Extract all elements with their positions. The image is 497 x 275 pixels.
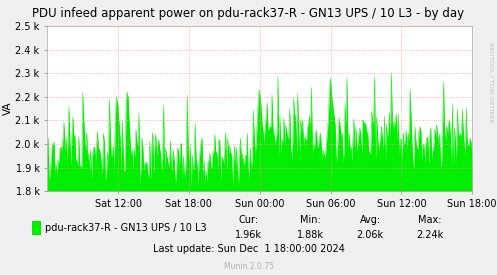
- Text: 2.06k: 2.06k: [357, 230, 384, 240]
- Text: Munin 2.0.75: Munin 2.0.75: [224, 262, 273, 271]
- Y-axis label: VA: VA: [2, 102, 12, 116]
- Text: RRDTOOL / TOBI OETIKER: RRDTOOL / TOBI OETIKER: [489, 42, 494, 123]
- Text: Min:: Min:: [300, 215, 321, 225]
- Text: PDU infeed apparent power on pdu-rack37-R - GN13 UPS / 10 L3 - by day: PDU infeed apparent power on pdu-rack37-…: [32, 7, 465, 20]
- Text: 1.88k: 1.88k: [297, 230, 324, 240]
- Text: Avg:: Avg:: [360, 215, 381, 225]
- Text: Cur:: Cur:: [239, 215, 258, 225]
- Text: Max:: Max:: [418, 215, 442, 225]
- Text: Last update: Sun Dec  1 18:00:00 2024: Last update: Sun Dec 1 18:00:00 2024: [153, 244, 344, 254]
- Text: 2.24k: 2.24k: [416, 230, 443, 240]
- Text: pdu-rack37-R - GN13 UPS / 10 L3: pdu-rack37-R - GN13 UPS / 10 L3: [45, 223, 206, 233]
- Text: 1.96k: 1.96k: [235, 230, 262, 240]
